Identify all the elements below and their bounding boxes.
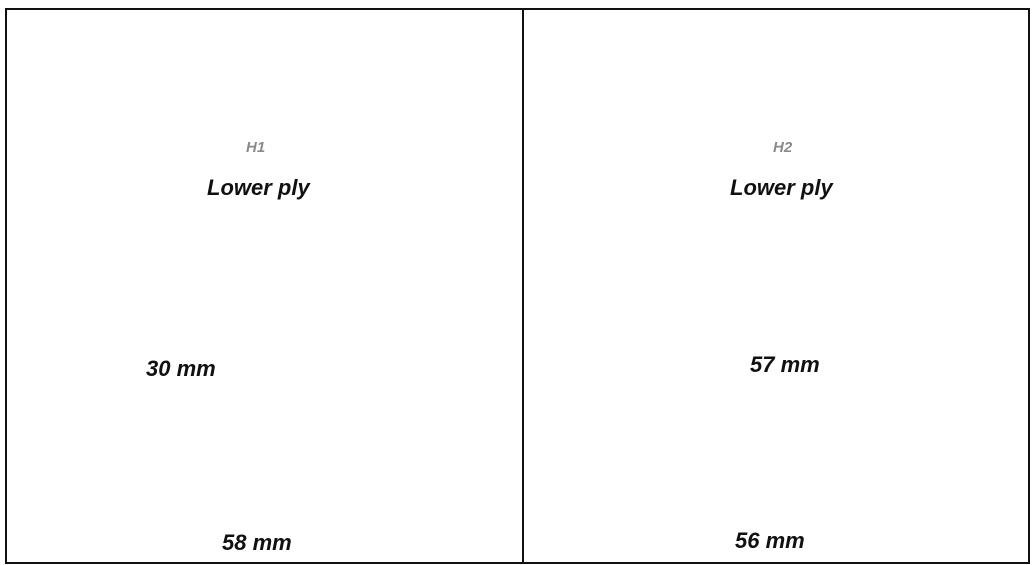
panel-h1 <box>5 8 524 564</box>
h2-map-measure: 56 mm <box>735 528 805 553</box>
h2-title: Lower ply <box>730 175 833 200</box>
h1-label: H1 <box>246 139 266 156</box>
h2-photo-measure: 57 mm <box>750 352 820 377</box>
h1-map-measure: 58 mm <box>222 530 292 555</box>
h1-title: Lower ply <box>207 175 310 200</box>
h1-photo-measure: 30 mm <box>146 356 216 381</box>
h2-label: H2 <box>773 139 793 156</box>
panel-h2 <box>522 8 1030 564</box>
